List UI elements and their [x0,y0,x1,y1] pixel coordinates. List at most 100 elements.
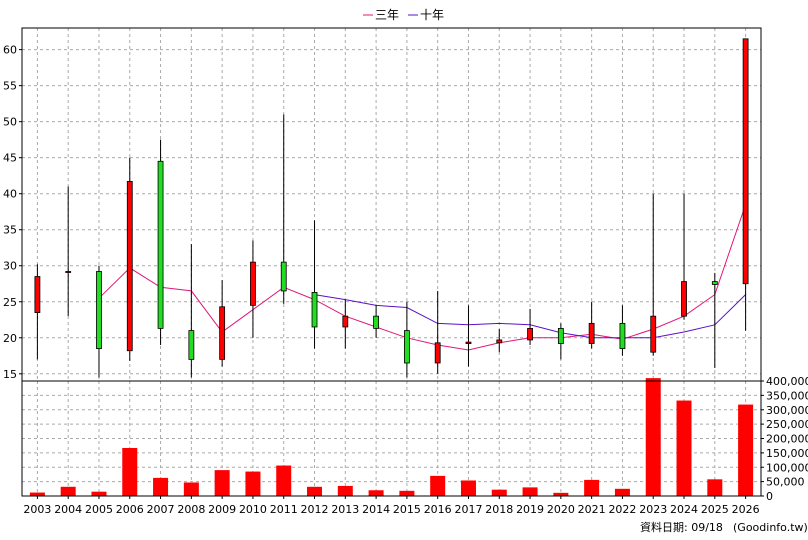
volume-bar [29,492,45,496]
candle-body [65,271,72,273]
volume-y-tick-label: 50,000 [766,476,805,489]
volume-bar [91,491,107,496]
volume-bar [60,486,76,496]
x-tick-label: 2015 [393,503,421,516]
candle-body [250,261,256,306]
x-tick-label: 2026 [732,503,760,516]
candle-body [34,276,41,313]
volume-bar [245,471,261,496]
candle-body [711,281,718,285]
candle-body [157,160,164,329]
price-y-tick-label: 40 [3,188,17,201]
volume-bar [553,492,569,496]
volume-y-tick-label: 300,000 [766,404,808,417]
candle-body [650,315,657,353]
volume-y-tick-label: 100,000 [766,461,808,474]
x-tick-label: 2009 [208,503,236,516]
x-tick-label: 2019 [516,503,544,516]
x-tick-label: 2005 [85,503,113,516]
footer-date-label: 資料日期: 09/18 [640,520,723,534]
volume-bar [460,480,476,496]
x-tick-label: 2022 [608,503,636,516]
price-y-tick-label: 30 [3,260,17,273]
volume-y-tick-label: 350,000 [766,389,808,402]
price-y-tick-label: 50 [3,116,17,129]
x-tick-label: 2016 [424,503,452,516]
volume-bars [29,378,754,496]
volume-y-tick-label: 400,000 [766,375,808,388]
price-y-tick-label: 15 [3,368,17,381]
candle-body [434,342,441,364]
candle-body [342,315,349,328]
candle-body [588,322,595,344]
candle-body [311,291,318,328]
volume-bar [645,378,661,496]
legend: 三年 十年 [363,8,444,22]
candle-body [126,181,133,352]
plot-frame [21,27,762,497]
x-tick-label: 2003 [23,503,51,516]
x-ticks: 2003 2004 2005 2006 2007 2008 2009 2010 2011 2012… [23,496,760,516]
volume-bar [522,487,538,496]
volume-bar [337,485,353,496]
volume-bar [122,447,138,496]
x-tick-label: 2008 [177,503,205,516]
volume-y-tick-label: 0 [766,490,773,503]
volume-bar [276,465,292,496]
x-tick-label: 2020 [547,503,575,516]
candle-body [188,330,195,360]
price-y-tick-label: 35 [3,224,17,237]
volume-bar [491,489,507,496]
candle-body [742,38,749,285]
price-y-tick-label: 20 [3,332,17,345]
volume-bar [584,479,600,496]
legend-label-10yr: 十年 [420,8,444,22]
x-tick-label: 2007 [147,503,175,516]
candle-body [96,271,102,349]
volume-bar [368,490,384,496]
x-tick-label: 2013 [331,503,359,516]
volume-y-tick-label: 150,000 [766,447,808,460]
x-tick-label: 2014 [362,503,390,516]
candle-body [280,261,287,292]
candlesticks [34,38,749,378]
x-tick-label: 2006 [116,503,144,516]
price-y-ticks: 15 20 25 30 35 40 45 50 55 60 [3,44,22,381]
volume-bar [738,404,754,496]
volume-bar [307,486,323,496]
candle-body [496,339,503,344]
volume-bar [183,482,199,496]
x-tick-label: 2011 [270,503,298,516]
price-y-tick-label: 55 [3,80,17,93]
legend-label-3yr: 三年 [375,8,399,22]
candle-body [619,322,626,349]
footer-source: (Goodinfo.tw) [733,521,808,534]
volume-bar [153,477,169,496]
price-y-tick-label: 25 [3,296,17,309]
x-tick-label: 2004 [54,503,82,516]
x-tick-label: 2012 [301,503,329,516]
volume-bar [676,400,692,496]
x-tick-label: 2024 [670,503,698,516]
x-tick-label: 2023 [639,503,667,516]
x-tick-label: 2018 [485,503,513,516]
volume-y-tick-label: 250,000 [766,418,808,431]
volume-grid [22,380,761,497]
volume-bar [614,488,630,496]
candle-body [403,330,410,364]
volume-bar [707,479,723,496]
x-tick-label: 2010 [239,503,267,516]
volume-bar [430,475,446,496]
candle-body [465,341,472,344]
x-tick-label: 2017 [454,503,482,516]
price-y-tick-label: 60 [3,44,17,57]
candle-body [527,328,533,341]
x-tick-label: 2021 [578,503,606,516]
moving-average-line [98,204,747,351]
candle-body [557,328,564,344]
price-y-tick-label: 45 [3,152,17,165]
volume-y-tick-label: 200,000 [766,433,808,446]
candle-body [373,315,380,329]
